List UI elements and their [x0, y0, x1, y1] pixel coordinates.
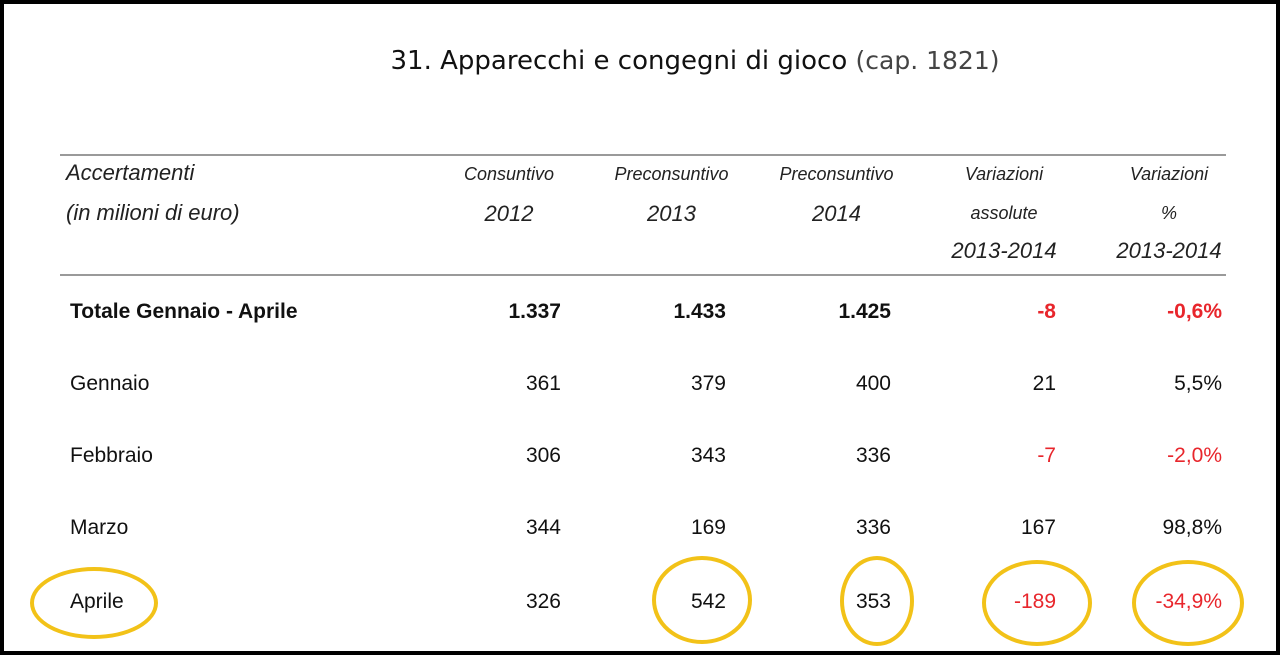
- highlight-ring-2013: [652, 556, 752, 644]
- header-label-line2: (in milioni di euro): [66, 200, 240, 225]
- row-total-2012: 1.337: [508, 300, 561, 323]
- row-febbraio-label: Febbraio: [70, 444, 153, 467]
- row-marzo-var-abs: 167: [1020, 516, 1056, 539]
- row-marzo-2012: 344: [525, 516, 561, 539]
- row-marzo-label: Marzo: [70, 516, 129, 539]
- header-col-2013-line1: Preconsuntivo: [614, 164, 729, 184]
- row-total-var-pct: -0,6%: [1167, 300, 1222, 323]
- header-col-var-pct-line1: Variazioni: [1129, 164, 1209, 184]
- header-col-2012-line2: 2012: [484, 201, 534, 226]
- header-col-2014: Preconsuntivo 2014: [764, 164, 909, 227]
- header-col-var-pct: Variazioni % 2013-2014: [1104, 164, 1234, 264]
- title-cap: (cap. 1821): [855, 46, 1000, 75]
- header-col-2012-line1: Consuntivo: [463, 164, 555, 184]
- highlight-ring-var-abs: [982, 560, 1092, 646]
- row-total-label: Totale Gennaio - Aprile: [70, 300, 298, 323]
- row-gennaio-var-abs: 21: [1032, 372, 1056, 395]
- header-col-var-abs-line1: Variazioni: [964, 164, 1044, 184]
- header-label-line1: Accertamenti: [66, 160, 195, 185]
- row-gennaio-label: Gennaio: [70, 372, 150, 395]
- table-title: 31. Apparecchi e congegni di gioco (cap.…: [4, 46, 1276, 76]
- header-col-2014-line1: Preconsuntivo: [779, 164, 894, 184]
- row-total-2014: 1.425: [838, 300, 891, 323]
- header-col-2013: Preconsuntivo 2013: [599, 164, 744, 227]
- row-gennaio-2014: 400: [855, 372, 891, 395]
- row-febbraio-var-pct: -2,0%: [1167, 444, 1222, 467]
- header-rule: [60, 274, 1226, 276]
- header-col-var-abs: Variazioni assolute 2013-2014: [939, 164, 1069, 264]
- title-main: 31. Apparecchi e congegni di gioco: [390, 46, 848, 76]
- row-marzo-var-pct: 98,8%: [1162, 516, 1222, 539]
- top-rule: [60, 154, 1226, 156]
- header-col-var-abs-line3: 2013-2014: [951, 238, 1057, 263]
- row-total-2013: 1.433: [673, 300, 726, 323]
- row-febbraio-2013: 343: [690, 444, 726, 467]
- header-col-2014-line2: 2014: [812, 201, 861, 226]
- row-marzo-2014: 336: [855, 516, 891, 539]
- row-gennaio-var-pct: 5,5%: [1174, 372, 1222, 395]
- row-febbraio-2014: 336: [855, 444, 891, 467]
- row-gennaio-2013: 379: [690, 372, 726, 395]
- highlight-ring-2014: [840, 556, 914, 646]
- row-febbraio-2012: 306: [525, 444, 561, 467]
- header-col-2013-line2: 2013: [647, 201, 696, 226]
- highlight-ring-var-pct: [1132, 560, 1244, 646]
- row-gennaio-2012: 361: [525, 372, 561, 395]
- header-col-2012: Consuntivo 2012: [444, 164, 574, 227]
- header-col-var-pct-line2: %: [1160, 203, 1177, 223]
- header-col-var-pct-line3: 2013-2014: [1116, 238, 1222, 263]
- header-col-var-abs-line2: assolute: [970, 203, 1038, 223]
- row-febbraio-var-abs: -7: [1037, 444, 1056, 467]
- row-marzo-2013: 169: [690, 516, 726, 539]
- row-total-var-abs: -8: [1037, 300, 1056, 323]
- header-label: Accertamenti (in milioni di euro): [66, 162, 240, 224]
- row-aprile-2012: 326: [525, 590, 561, 613]
- highlight-ring-aprile: [30, 567, 158, 639]
